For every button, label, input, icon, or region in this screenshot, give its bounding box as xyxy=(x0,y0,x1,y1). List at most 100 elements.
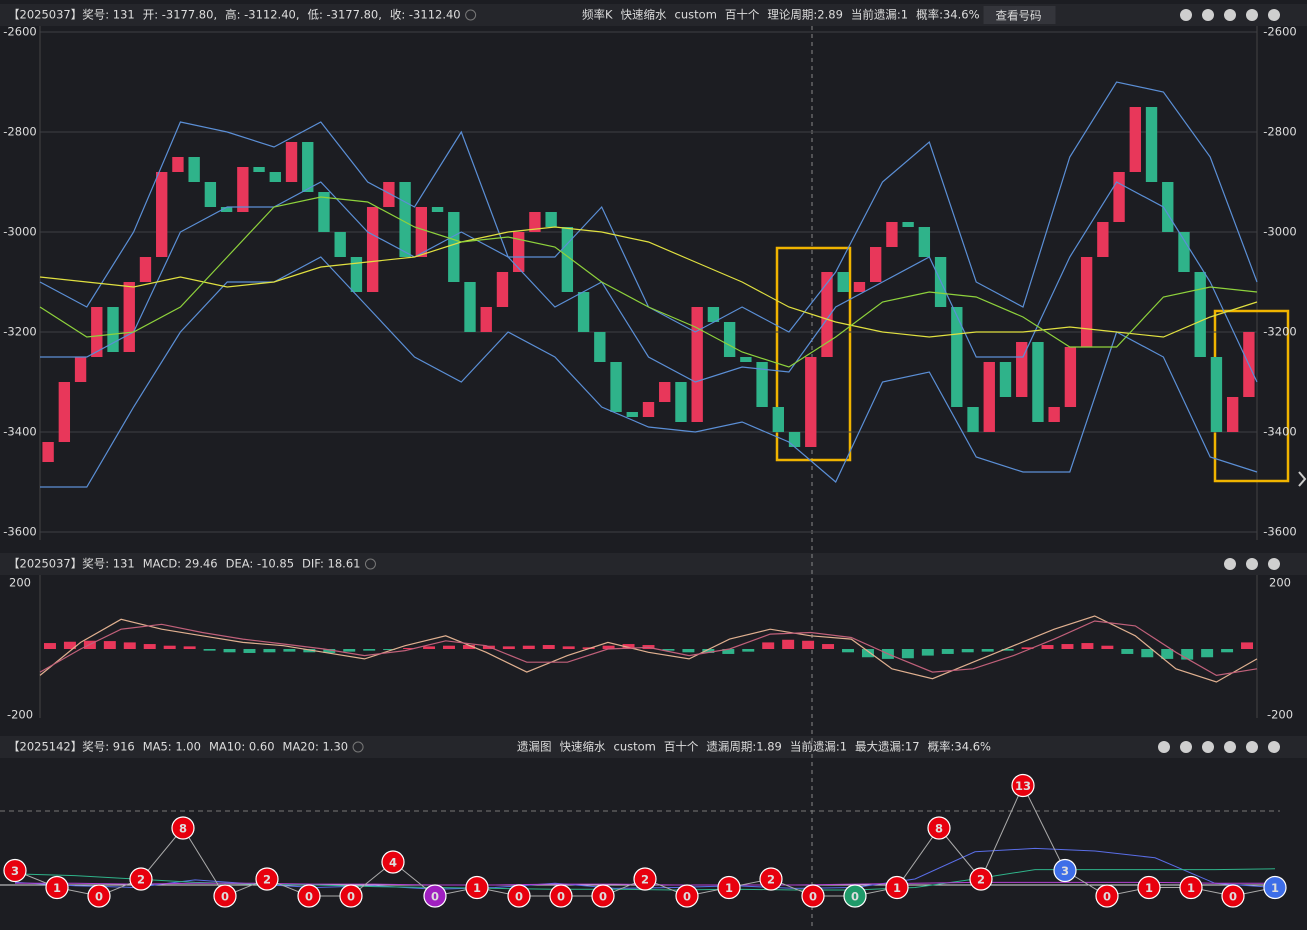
macd-bar xyxy=(123,642,136,649)
toolbar-icon[interactable] xyxy=(1224,741,1236,753)
macd-bar xyxy=(443,645,455,649)
header-bar xyxy=(0,553,1307,575)
omission-point xyxy=(885,875,909,900)
macd-bar xyxy=(423,646,436,649)
omission-point xyxy=(759,867,783,891)
toolbar-icon[interactable] xyxy=(1246,9,1258,21)
candle xyxy=(837,272,849,292)
candle xyxy=(902,222,914,227)
help-icon[interactable] xyxy=(465,9,477,21)
toolbar-icon[interactable] xyxy=(1180,741,1192,753)
candle xyxy=(594,332,606,362)
omission-point xyxy=(3,858,27,883)
candle xyxy=(1178,232,1190,272)
omission-point xyxy=(1179,875,1203,900)
macd-bar xyxy=(223,649,236,653)
omission-point xyxy=(339,884,363,908)
macd-bar xyxy=(363,649,376,651)
macd-bar xyxy=(383,649,396,650)
macd-bar xyxy=(462,645,475,649)
macd-bar xyxy=(702,649,715,653)
candle xyxy=(399,182,411,257)
candle xyxy=(561,227,574,292)
omission-point xyxy=(45,875,69,900)
toolbar-icon[interactable] xyxy=(1246,741,1258,753)
macd-bar xyxy=(502,646,515,649)
y-tick-label: 200 xyxy=(1269,576,1291,590)
macd-bar xyxy=(742,649,755,652)
omission-label: 0 xyxy=(683,890,691,904)
omission-point xyxy=(1137,875,1161,900)
y-tick-label: -2600 xyxy=(1263,25,1296,39)
button[interactable]: 查看号码 xyxy=(996,9,1042,23)
candle xyxy=(999,362,1012,397)
candle xyxy=(302,142,314,192)
omission-point xyxy=(1053,858,1077,883)
omission-point xyxy=(507,884,531,908)
candle xyxy=(723,322,736,357)
candle xyxy=(139,257,152,282)
button-bg[interactable] xyxy=(983,6,1056,24)
omission-point xyxy=(381,850,405,874)
omission-label: 1 xyxy=(1187,881,1195,895)
omission-point xyxy=(87,884,111,908)
overlay-line xyxy=(39,226,1258,338)
help-icon[interactable] xyxy=(352,741,364,753)
toolbar-icon[interactable] xyxy=(1202,741,1214,753)
candle xyxy=(237,167,249,212)
omission-label: 0 xyxy=(95,890,103,904)
toolbar-icon[interactable] xyxy=(1224,558,1236,570)
candle xyxy=(577,292,590,332)
candle xyxy=(123,282,135,352)
macd-bar xyxy=(283,649,296,652)
macd-bar xyxy=(542,645,555,649)
toolbar-icon[interactable] xyxy=(1268,741,1280,753)
macd-bar xyxy=(762,642,775,649)
macd-bar xyxy=(203,649,216,651)
omission-point xyxy=(801,884,825,908)
macd-bar xyxy=(343,649,356,652)
omission-point xyxy=(591,884,615,908)
help-icon[interactable] xyxy=(364,558,376,570)
omission-label: 0 xyxy=(1103,890,1111,904)
macd-bar xyxy=(822,644,835,649)
omission-point xyxy=(1221,884,1245,908)
y-tick-label: -3000 xyxy=(1263,225,1296,239)
macd-bar xyxy=(1041,645,1054,649)
toolbar-icon[interactable] xyxy=(1180,9,1192,21)
toolbar-icon[interactable] xyxy=(1268,558,1280,570)
candle xyxy=(366,207,379,292)
omission-point xyxy=(255,867,279,891)
omission-label: 0 xyxy=(851,890,859,904)
candle xyxy=(772,407,784,432)
omission-point xyxy=(717,875,741,900)
macd-bar xyxy=(1021,647,1034,649)
info-text: 最大遗漏:17 xyxy=(855,740,920,754)
macd-bar xyxy=(722,649,735,654)
omission-point xyxy=(423,884,447,908)
toolbar-icon[interactable] xyxy=(1268,9,1280,21)
candle xyxy=(853,282,866,292)
macd-bar xyxy=(63,641,76,649)
toolbar-icon[interactable] xyxy=(1224,9,1236,21)
macd-bar xyxy=(921,649,934,656)
candle xyxy=(1048,407,1060,422)
overlay-line xyxy=(40,181,1258,383)
info-text: MACD: 29.46 xyxy=(143,557,218,571)
macd-bar xyxy=(842,649,854,653)
candle xyxy=(91,307,103,357)
omission-label: 1 xyxy=(53,881,61,895)
omission-label: 2 xyxy=(263,873,271,887)
info-text: 百十个 xyxy=(664,740,699,754)
info-text: custom xyxy=(614,740,656,754)
macd-bar xyxy=(1081,643,1094,649)
toolbar-icon[interactable] xyxy=(1202,9,1214,21)
toolbar-icon[interactable] xyxy=(1158,741,1170,753)
omission-point xyxy=(465,875,489,900)
omission-point xyxy=(1011,773,1035,798)
toolbar-icon[interactable] xyxy=(1246,558,1258,570)
candle xyxy=(983,362,995,432)
omission-label: 2 xyxy=(977,873,985,887)
expand-arrow[interactable] xyxy=(1298,471,1307,487)
